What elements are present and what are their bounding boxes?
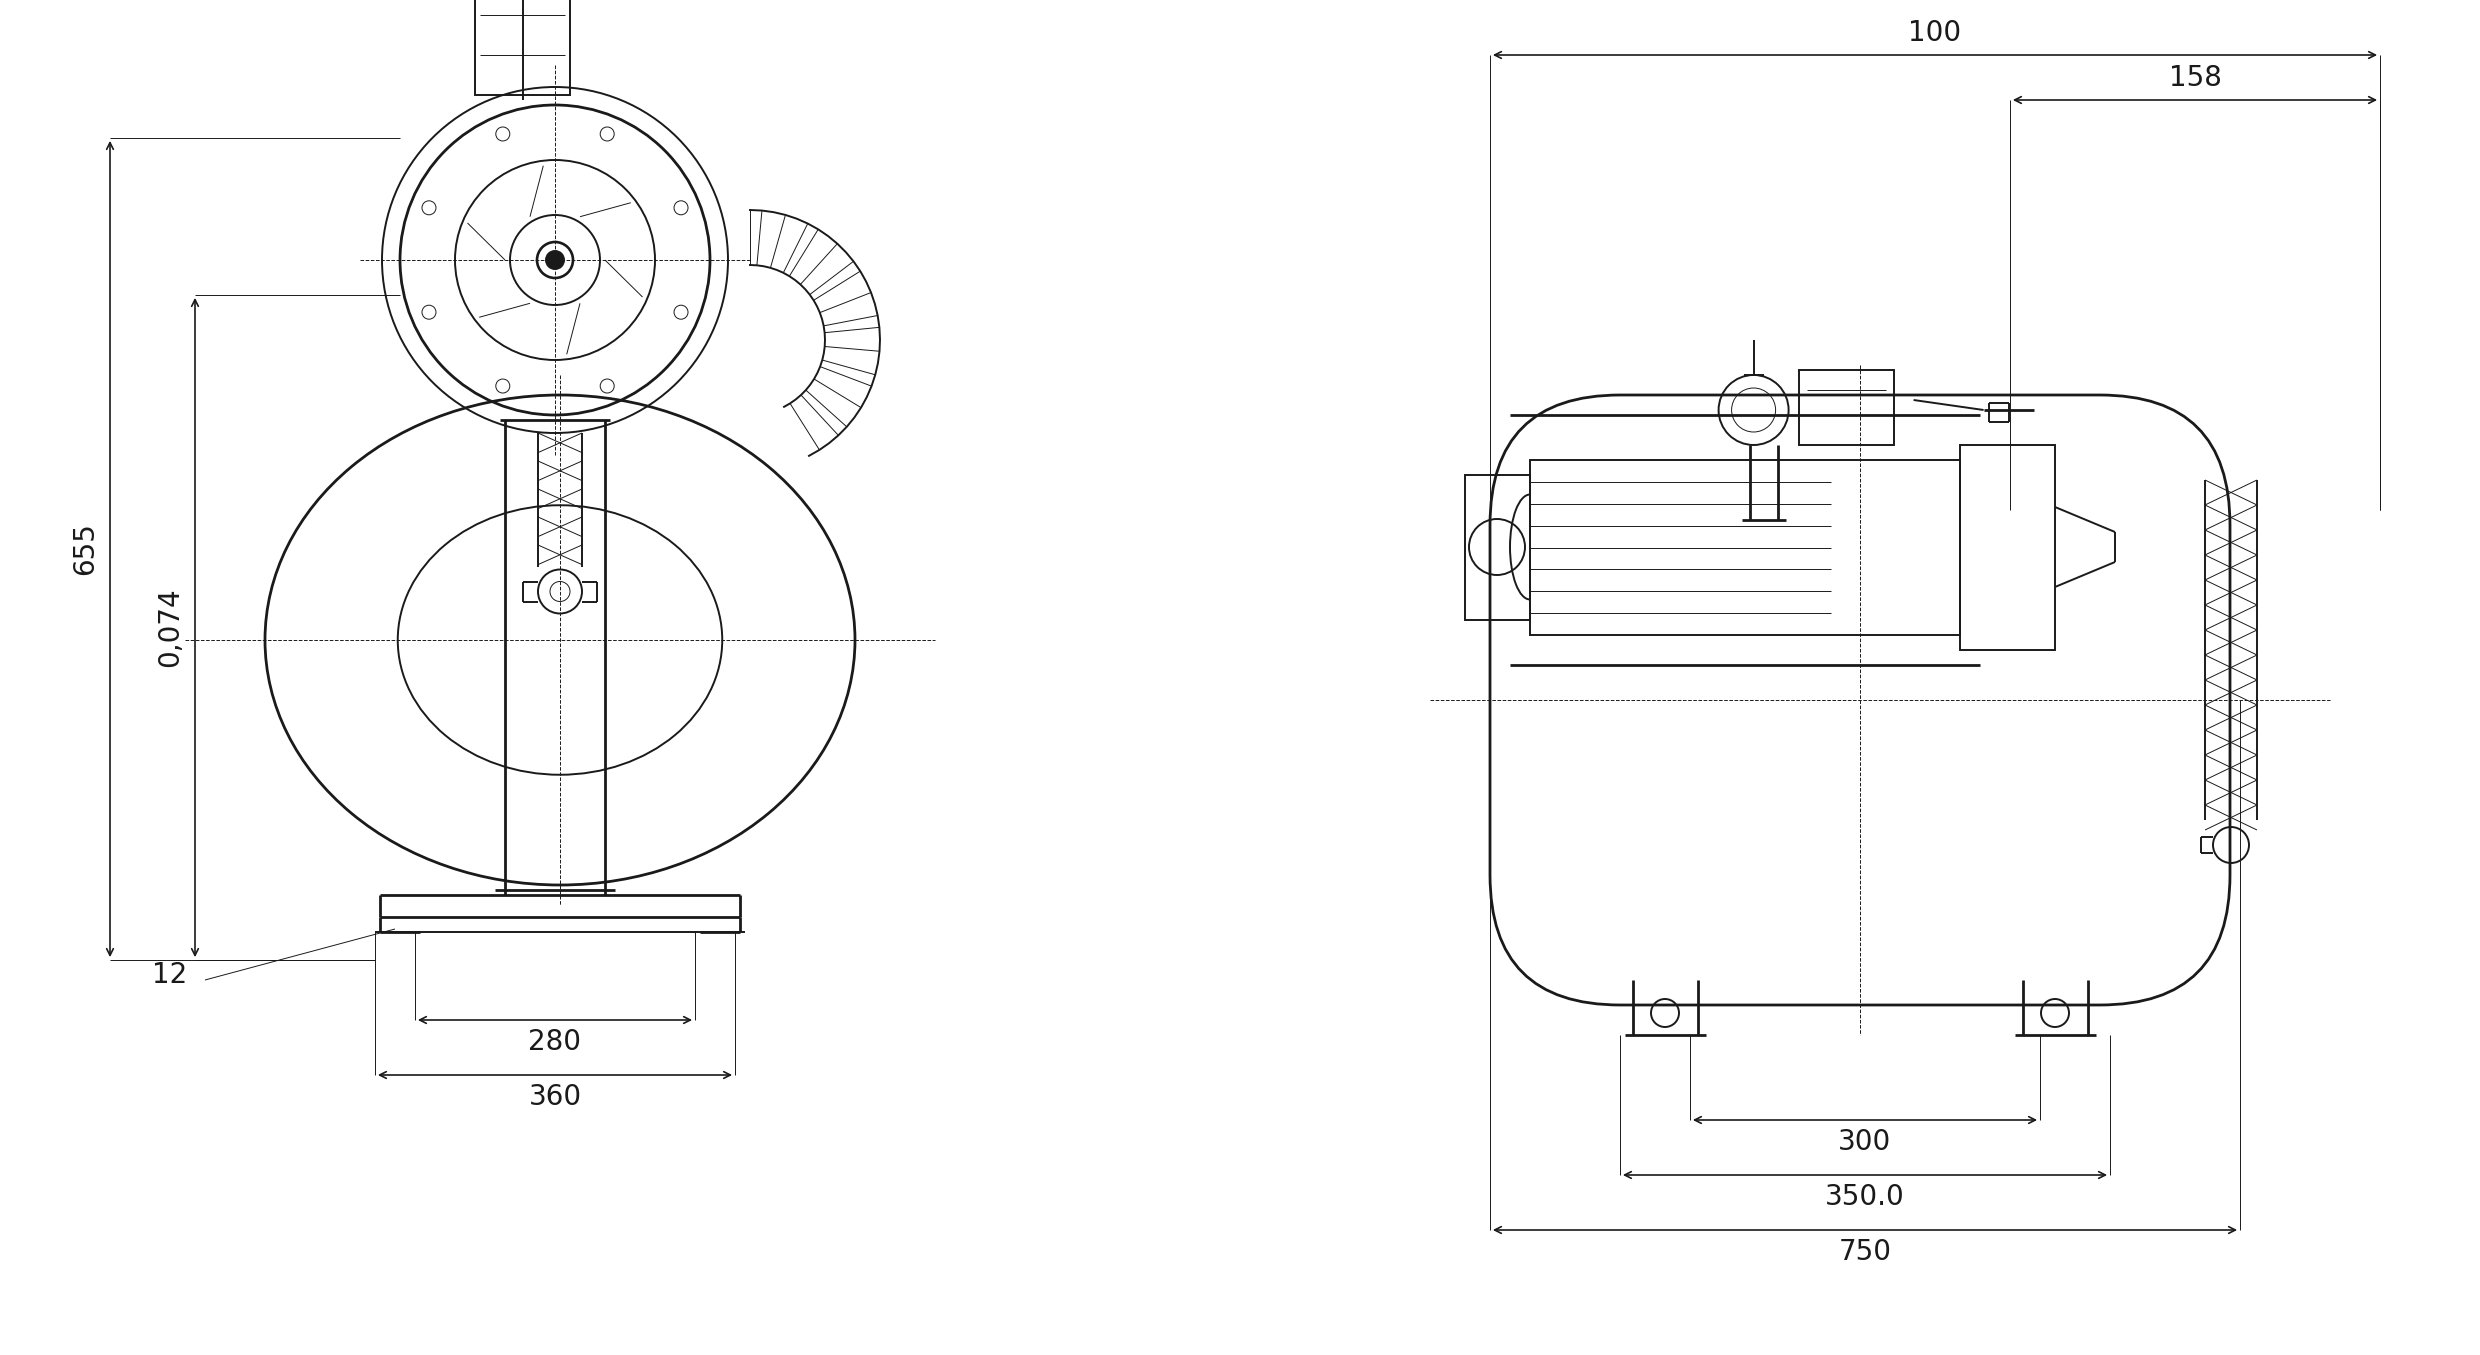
- Text: 158: 158: [2168, 64, 2222, 92]
- Bar: [1959, 444, 2056, 650]
- Text: 300: 300: [1838, 1127, 1892, 1156]
- Bar: [1530, 459, 1959, 635]
- Text: 750: 750: [1838, 1238, 1892, 1266]
- Text: 350.0: 350.0: [1825, 1183, 1905, 1211]
- Text: 12: 12: [151, 961, 188, 989]
- Text: 0,074: 0,074: [156, 588, 184, 667]
- Text: 655: 655: [72, 523, 99, 576]
- Bar: [1798, 370, 1895, 444]
- Circle shape: [546, 251, 563, 270]
- Bar: [476, 0, 570, 95]
- Text: 100: 100: [1910, 19, 1962, 47]
- Text: 360: 360: [528, 1083, 583, 1111]
- Bar: [1466, 476, 1530, 621]
- Text: 280: 280: [528, 1028, 580, 1056]
